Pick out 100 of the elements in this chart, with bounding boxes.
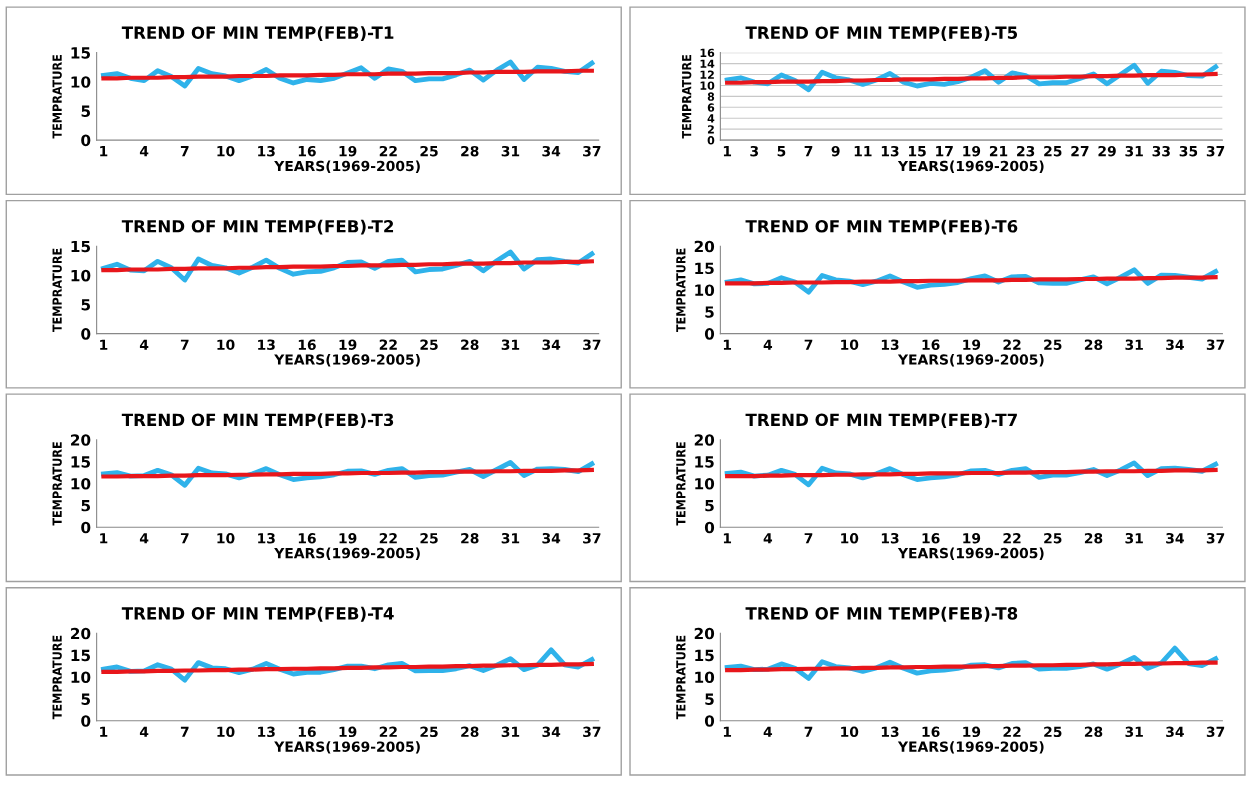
- x-tick-label: 4: [139, 726, 149, 737]
- y-tick-label: 10: [71, 671, 91, 684]
- line-series: [725, 660, 1218, 673]
- x-tick-label: 28: [461, 145, 479, 157]
- y-axis-title: TEMPRATURE: [676, 442, 686, 526]
- x-tick-label: 3: [750, 145, 759, 157]
- y-tick-label: 2: [707, 125, 714, 134]
- y-tick-label: 15: [695, 649, 714, 662]
- x-tick-label: 19: [963, 533, 981, 544]
- y-tick-label: 10: [71, 76, 91, 88]
- y-axis-title: TEMPRATURE: [682, 55, 692, 139]
- y-tick-label: 0: [704, 715, 715, 727]
- y-tick-label: 5: [81, 693, 91, 705]
- chart-title: TREND OF MIN TEMP(FEB)-T8: [745, 606, 1018, 622]
- x-axis-title: YEARS(1969-2005): [274, 547, 420, 560]
- x-tick-label: 22: [379, 339, 397, 350]
- y-tick-label: 5: [705, 693, 714, 705]
- x-tick-label: 17: [936, 146, 953, 157]
- x-tick-label: 10: [841, 339, 859, 350]
- x-tick-label: 34: [542, 145, 561, 157]
- x-tick-label: 31: [1125, 339, 1143, 350]
- y-tick-label: 20: [694, 240, 715, 253]
- x-tick-label: 28: [461, 533, 479, 544]
- x-tick-label: 16: [298, 726, 316, 738]
- x-tick-label: 23: [1017, 145, 1035, 157]
- x-tick-label: 9: [831, 145, 840, 157]
- x-tick-label: 4: [139, 146, 149, 157]
- x-tick-label: 1: [100, 533, 108, 544]
- line-series: [101, 661, 594, 674]
- x-tick-label: 25: [1044, 339, 1062, 350]
- x-tick-label: 16: [922, 726, 940, 738]
- x-tick-label: 10: [217, 726, 235, 738]
- y-tick-label: 0: [81, 715, 91, 727]
- y-tick-label: 14: [700, 59, 715, 68]
- x-tick-label: 37: [583, 145, 601, 157]
- line-series: [725, 467, 1218, 479]
- x-tick-label: 16: [298, 339, 316, 350]
- x-tick-label: 19: [339, 145, 357, 157]
- chart-title: TREND OF MIN TEMP(FEB)-T4: [121, 606, 394, 622]
- x-tick-label: 25: [420, 145, 438, 157]
- x-tick-label: 25: [420, 533, 438, 544]
- line-series: [101, 68, 594, 81]
- line-series: [101, 259, 594, 273]
- x-tick-label: 25: [1044, 533, 1062, 544]
- x-tick-label: 7: [180, 146, 189, 157]
- x-tick-label: 7: [180, 339, 189, 350]
- x-tick-label: 28: [461, 726, 479, 738]
- x-tick-label: 37: [1206, 145, 1225, 157]
- x-tick-label: 22: [379, 145, 397, 157]
- y-tick-label: 20: [71, 627, 91, 640]
- x-tick-label: 22: [379, 533, 397, 544]
- chart-title: TREND OF MIN TEMP(FEB)-T7: [745, 413, 1017, 429]
- x-tick-label: 16: [298, 533, 316, 544]
- x-tick-label: 37: [1206, 339, 1225, 350]
- x-tick-label: 19: [339, 726, 357, 738]
- x-tick-label: 10: [841, 726, 859, 738]
- x-tick-label: 25: [1044, 726, 1062, 738]
- y-axis-title: TEMPRATURE: [676, 635, 686, 720]
- x-tick-label: 4: [763, 339, 773, 350]
- x-tick-label: 31: [501, 533, 520, 544]
- x-tick-label: 10: [217, 145, 235, 157]
- x-tick-label: 22: [1003, 533, 1021, 544]
- x-tick-label: 31: [1125, 533, 1143, 544]
- x-tick-label: 1: [100, 146, 108, 157]
- x-tick-label: 1: [723, 146, 732, 157]
- x-tick-label: 22: [379, 726, 397, 737]
- x-tick-label: 13: [258, 533, 275, 544]
- x-axis-title: YEARS(1969-2005): [274, 354, 420, 367]
- x-axis-title: YEARS(1969-2005): [897, 160, 1044, 173]
- x-tick-label: 28: [1084, 533, 1103, 544]
- x-tick-label: 4: [763, 726, 773, 737]
- x-axis-title: YEARS(1969-2005): [897, 354, 1044, 367]
- x-tick-label: 34: [542, 533, 561, 544]
- y-tick-label: 5: [705, 306, 714, 318]
- chart-title: TREND OF MIN TEMP(FEB)-T2: [121, 219, 394, 235]
- x-tick-label: 11: [854, 146, 872, 157]
- y-tick-label: 0: [81, 328, 91, 340]
- line-series: [725, 275, 1218, 286]
- y-tick-label: 10: [71, 477, 91, 490]
- x-tick-label: 1: [100, 726, 108, 737]
- x-tick-label: 7: [804, 146, 813, 157]
- x-tick-label: 34: [1166, 533, 1184, 544]
- y-tick-label: 0: [81, 521, 91, 534]
- x-tick-label: 37: [1206, 533, 1225, 544]
- x-axis-title: YEARS(1969-2005): [897, 547, 1044, 560]
- y-tick-label: 10: [700, 81, 715, 90]
- x-tick-label: 22: [1003, 339, 1021, 350]
- x-tick-label: 19: [339, 533, 357, 544]
- x-tick-label: 10: [217, 533, 235, 544]
- y-tick-label: 0: [707, 136, 715, 145]
- x-tick-label: 13: [258, 339, 275, 350]
- y-tick-label: 0: [704, 521, 715, 534]
- y-tick-label: 6: [707, 103, 715, 112]
- x-tick-label: 7: [180, 726, 189, 737]
- x-tick-label: 19: [963, 339, 981, 350]
- y-tick-label: 16: [700, 48, 715, 58]
- x-tick-label: 37: [583, 726, 601, 738]
- x-axis-title: YEARS(1969-2005): [897, 741, 1044, 754]
- x-tick-label: 16: [298, 145, 316, 157]
- y-tick-label: 15: [71, 240, 91, 253]
